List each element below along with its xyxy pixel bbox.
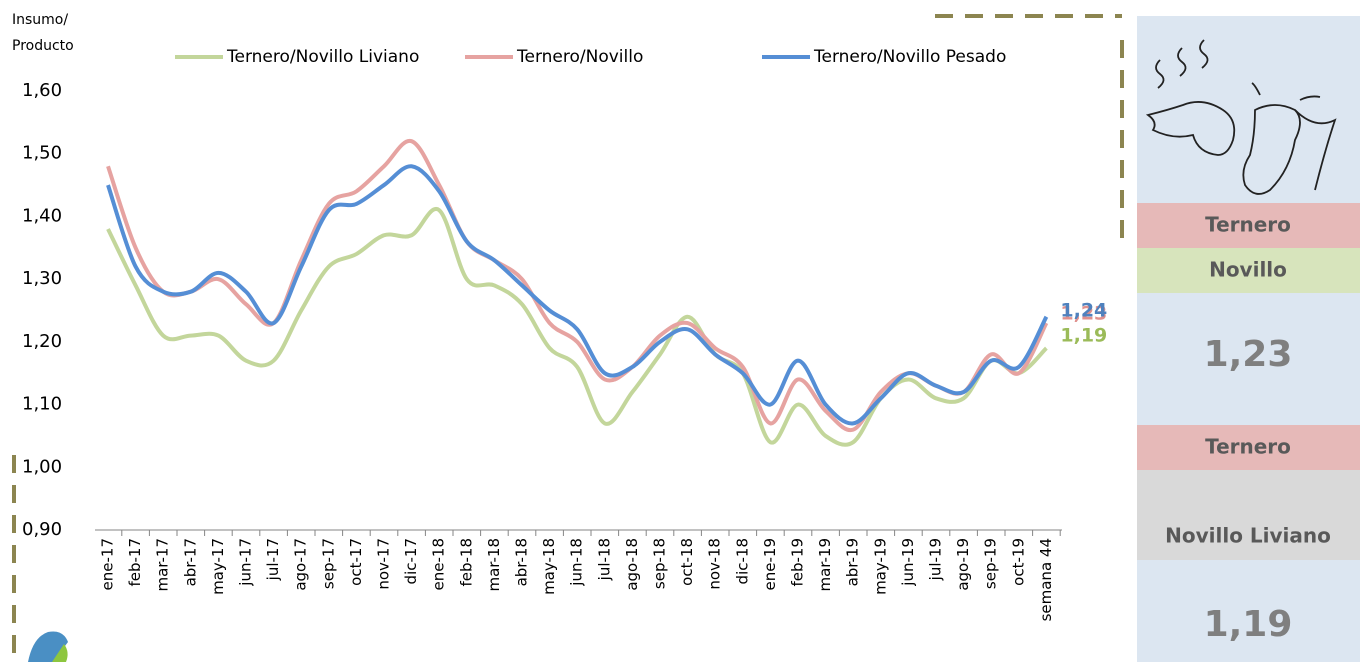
x-tick-label: ene-17 — [99, 538, 117, 590]
legend-label: Ternero/Novillo Pesado — [813, 47, 1006, 67]
x-tick-label: jul-19 — [927, 538, 945, 581]
x-tick-label: sep-19 — [982, 538, 1000, 589]
x-tick-label: oct-17 — [347, 538, 365, 586]
x-tick-label: sep-18 — [651, 538, 669, 589]
x-tick-label: mar-19 — [816, 538, 834, 592]
panel-value: 1,19 — [1204, 604, 1293, 645]
x-tick-label: may-17 — [209, 538, 227, 595]
x-tick-label: abr-19 — [844, 538, 862, 586]
data-label: 1,24 — [1060, 299, 1107, 321]
series-line — [108, 141, 1046, 430]
x-tick-label: abr-18 — [513, 538, 531, 586]
x-tick-label: jul-18 — [595, 538, 613, 581]
x-tick-label: nov-17 — [375, 538, 393, 590]
x-tick-label: ago-17 — [292, 538, 310, 591]
y-axis-label: Producto — [12, 38, 74, 54]
y-tick-label: 1,10 — [22, 394, 62, 415]
panel-text: Ternero — [1205, 213, 1291, 237]
x-tick-label: dic-18 — [733, 538, 751, 584]
x-tick-label: semana 44 — [1037, 538, 1055, 621]
panel-text: Novillo — [1209, 258, 1287, 282]
y-tick-label: 0,90 — [22, 519, 62, 540]
x-tick-label: abr-17 — [181, 538, 199, 586]
x-tick-label: jun-19 — [899, 538, 917, 587]
x-tick-label: ene-18 — [430, 538, 448, 590]
x-tick-label: feb-18 — [457, 538, 475, 587]
legend-label: Ternero/Novillo Liviano — [226, 47, 419, 67]
x-tick-label: jun-17 — [237, 538, 255, 587]
x-tick-label: jul-17 — [264, 538, 282, 581]
y-tick-label: 1,50 — [22, 143, 62, 164]
x-tick-label: dic-17 — [402, 538, 420, 584]
x-tick-label: ago-19 — [954, 538, 972, 591]
y-tick-label: 1,60 — [22, 80, 62, 101]
y-tick-label: 1,30 — [22, 268, 62, 289]
y-tick-label: 1,20 — [22, 331, 62, 352]
x-tick-label: nov-18 — [706, 538, 724, 590]
x-tick-label: mar-18 — [485, 538, 503, 592]
panel-value: 1,23 — [1204, 334, 1293, 375]
x-tick-label: oct-18 — [678, 538, 696, 586]
y-tick-label: 1,40 — [22, 205, 62, 226]
x-tick-label: feb-17 — [126, 538, 144, 587]
chart: Ternero Novillo 1,23 Ternero Novillo Liv… — [0, 0, 1369, 662]
y-tick-label: 1,00 — [22, 456, 62, 477]
legend-label: Ternero/Novillo — [516, 47, 643, 67]
x-tick-label: oct-19 — [1009, 538, 1027, 586]
x-tick-label: sep-17 — [319, 538, 337, 589]
x-tick-label: ene-19 — [761, 538, 779, 590]
y-axis-label: Insumo/ — [12, 12, 68, 28]
x-tick-label: may-18 — [540, 538, 558, 595]
series-line — [108, 166, 1046, 423]
panel-text: Novillo Liviano — [1165, 524, 1331, 548]
x-tick-label: jun-18 — [568, 538, 586, 587]
x-tick-label: may-19 — [871, 538, 889, 595]
panel-text: Ternero — [1205, 435, 1291, 459]
logo — [28, 631, 68, 662]
data-label: 1,19 — [1060, 325, 1107, 347]
x-tick-label: mar-17 — [154, 538, 172, 592]
x-tick-label: ago-18 — [623, 538, 641, 591]
x-tick-label: feb-19 — [789, 538, 807, 587]
